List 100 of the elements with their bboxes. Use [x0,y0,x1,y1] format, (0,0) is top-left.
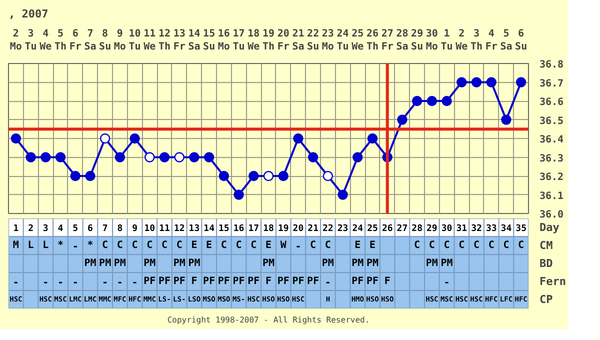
text: PF [232,276,245,287]
point [456,77,467,88]
x-tick-label: 16 Mo [218,28,230,52]
x2-tick-label: 21 [308,224,318,234]
x2-tick-label: 30 [441,224,452,234]
x-tick-label: 12 Th [158,28,171,52]
text: C [473,240,480,251]
x2-tick-label: 7 [102,224,108,234]
y-tick-label: 36.7 [540,78,564,90]
point [293,133,304,144]
y-tick-label: 36.8 [540,60,564,70]
category-label: CP [540,293,553,306]
x2-tick-label: 24 [352,224,364,234]
text: F [265,276,272,287]
text: C [414,240,420,251]
text: C [310,240,316,251]
x2-tick-label: 3 [42,224,48,234]
point [397,114,408,125]
point [308,152,318,162]
text: * [57,240,64,251]
text: * [87,240,94,251]
y-tick-label: 36.3 [540,153,564,164]
x2-tick-label: 32 [471,224,482,234]
point [204,152,214,162]
text: C [236,240,242,251]
x2-tick-label: 33 [486,224,497,234]
x2-tick-label: 27 [396,224,408,234]
x2-tick-label: 28 [412,224,422,234]
text: PM [262,258,275,269]
text: PM [366,258,379,269]
x-tick-label: 5 Th [54,28,67,52]
x-tick-label: 6 Su [515,28,528,52]
x-tick-label: 17 Tu [232,28,245,52]
point [189,152,200,162]
x2-tick-label: 11 [159,224,170,234]
x-tick-label: 18 We [248,28,260,52]
text: PM [99,258,112,269]
x-tick-label: 2 We [456,28,468,52]
category-label: Fern [540,275,566,288]
x2-tick-label: 25 [367,224,378,234]
text: C [503,240,510,251]
y-tick-label: 36.6 [540,97,564,108]
text: PM [173,258,186,269]
x2-tick-label: 15 [218,224,230,234]
x2-tick-label: 20 [292,224,304,234]
text: C [176,240,182,251]
text: C [146,240,153,251]
x-tick-label: 23 Mo [322,28,334,52]
x2-tick-label: 19 [278,224,289,234]
point [218,170,230,182]
point [10,133,22,144]
text: - [102,278,108,288]
text: - [12,278,19,288]
x2-tick-label: 23 [337,224,348,234]
x2-tick-label: 29 [426,224,438,234]
point [442,96,452,106]
x2-tick-label: 2 [28,224,34,234]
text: PM [144,258,156,269]
text: PM [322,258,334,269]
y-tick-label: 36.2 [540,172,564,183]
text: E [369,240,376,251]
text: E [206,240,212,251]
x-tick-label: 27 Fr [381,28,394,52]
point [338,190,348,200]
text: F [384,276,390,287]
x-tick-label: 9 Mo [114,28,126,52]
point [100,133,110,144]
y-tick-label: 36.5 [540,116,564,127]
x-tick-label: 15 Su [203,28,216,52]
point [426,96,438,106]
category-label: BD [540,257,553,270]
point [174,152,184,162]
x-tick-label: 2 Mo [10,28,22,52]
x2-tick-label: 17 [248,224,260,234]
text: PM [352,258,364,269]
point [40,152,51,162]
point [85,170,96,182]
text: C [518,240,524,251]
text: PM [114,258,126,269]
text: - [324,278,331,288]
x-tick-label: 8 Su [99,28,112,52]
text: C [488,240,494,251]
text: - [295,242,302,252]
x2-tick-label: 10 [144,224,156,234]
text: E [191,240,198,251]
x2-tick-label: 35 [516,224,526,234]
text: PF [277,276,290,287]
x-tick-label: 26 Th [366,28,379,52]
point [471,77,482,88]
point [263,170,274,182]
text: - [132,278,138,288]
text: PF [352,276,364,287]
point [367,133,378,144]
y-tick-label: 36.4 [540,134,564,146]
x-tick-label: 1 Tu [440,28,453,52]
text: C [444,240,450,251]
text: - [42,278,49,288]
text: PM [188,258,200,269]
x2-tick-label: 6 [88,224,93,234]
point [26,152,36,162]
